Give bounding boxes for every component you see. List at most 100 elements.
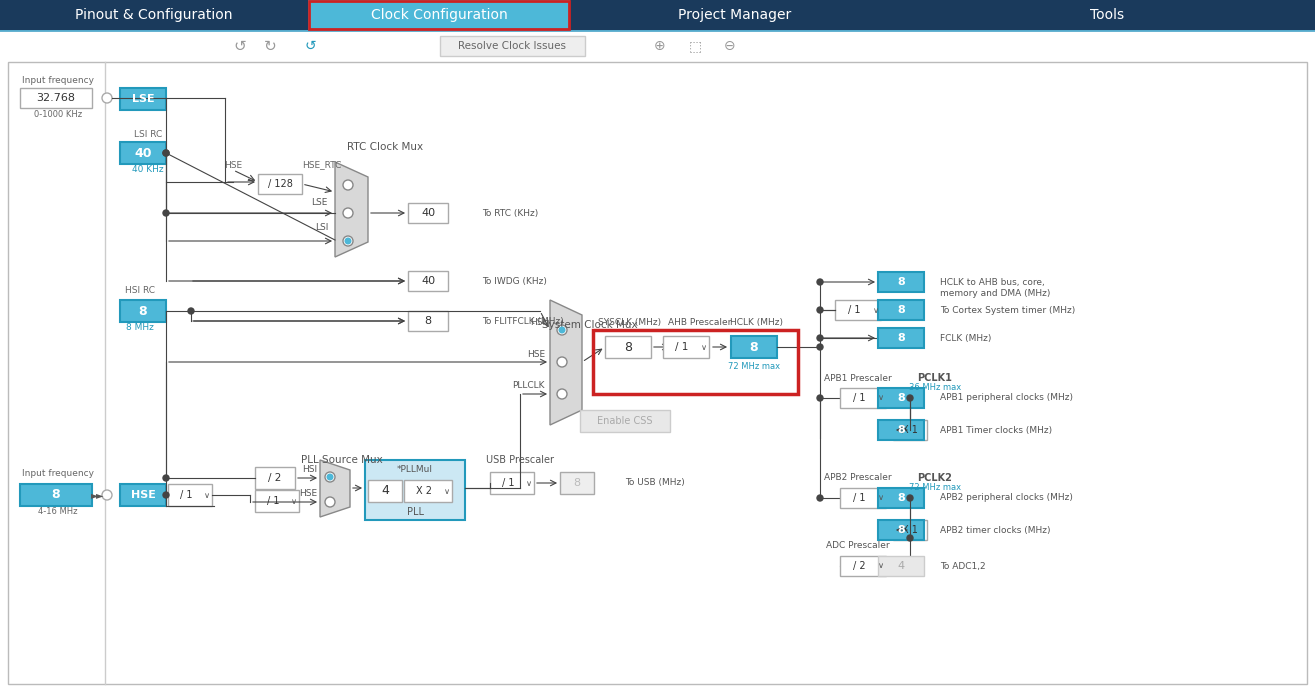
Text: Resolve Clock Issues: Resolve Clock Issues <box>458 41 565 51</box>
Text: Tools: Tools <box>1090 8 1124 22</box>
Bar <box>408 203 448 223</box>
Bar <box>490 472 534 494</box>
Bar <box>605 336 651 358</box>
Text: PLL Source Mux: PLL Source Mux <box>301 455 383 465</box>
Bar <box>878 420 924 440</box>
Text: Project Manager: Project Manager <box>679 8 792 22</box>
Text: / 1: / 1 <box>676 342 689 352</box>
Text: / 1: / 1 <box>180 490 192 500</box>
Text: 40: 40 <box>421 208 435 218</box>
Text: HSI: HSI <box>530 317 544 327</box>
Text: / 1: / 1 <box>852 493 865 503</box>
Circle shape <box>817 307 823 313</box>
Bar <box>168 484 212 506</box>
Bar <box>120 142 166 164</box>
Text: X 1: X 1 <box>902 425 918 435</box>
Bar <box>899 0 1315 30</box>
Bar <box>0 0 308 30</box>
Text: ∨: ∨ <box>878 493 884 502</box>
Text: To FLITFCLK (MHz): To FLITFCLK (MHz) <box>483 316 564 325</box>
Text: HSE: HSE <box>224 160 242 169</box>
Text: FCLK (MHz): FCLK (MHz) <box>940 334 992 343</box>
Text: 72 MHz max: 72 MHz max <box>909 484 961 493</box>
Text: LSI: LSI <box>314 222 327 231</box>
Text: / 1: / 1 <box>267 496 279 506</box>
Circle shape <box>343 208 352 218</box>
Bar <box>255 467 295 489</box>
Text: System Clock Mux: System Clock Mux <box>542 320 638 330</box>
Text: 8: 8 <box>573 478 580 488</box>
Bar <box>408 311 448 331</box>
Text: 72 MHz max: 72 MHz max <box>729 361 780 371</box>
Text: ADC Prescaler: ADC Prescaler <box>826 541 890 550</box>
Text: ∨: ∨ <box>204 491 210 499</box>
Text: APB1 Timer clocks (MHz): APB1 Timer clocks (MHz) <box>940 425 1052 435</box>
Text: X 1: X 1 <box>902 525 918 535</box>
Text: APB2 Prescaler: APB2 Prescaler <box>825 473 892 482</box>
Text: 40 KHz: 40 KHz <box>133 164 164 173</box>
Circle shape <box>343 180 352 190</box>
Text: Enable CSS: Enable CSS <box>597 416 652 426</box>
Text: 8: 8 <box>425 316 431 326</box>
Circle shape <box>907 535 913 541</box>
Text: ⬚: ⬚ <box>689 39 702 53</box>
Text: Input frequency: Input frequency <box>22 76 93 85</box>
Bar <box>840 388 886 408</box>
Bar <box>255 490 299 512</box>
Text: APB2 peripheral clocks (MHz): APB2 peripheral clocks (MHz) <box>940 493 1073 502</box>
Bar <box>893 520 927 540</box>
Text: 8: 8 <box>897 425 905 435</box>
Bar <box>120 300 166 322</box>
Text: To IWDG (KHz): To IWDG (KHz) <box>483 277 547 286</box>
Bar <box>731 336 777 358</box>
Text: ↺: ↺ <box>234 39 246 54</box>
Circle shape <box>817 395 823 401</box>
Circle shape <box>343 236 352 246</box>
Bar <box>0 30 1315 62</box>
Text: / 1: / 1 <box>502 478 514 488</box>
Circle shape <box>325 497 335 507</box>
Bar <box>569 0 899 30</box>
Text: HSI RC: HSI RC <box>125 286 155 294</box>
Text: / 2: / 2 <box>268 473 281 483</box>
Circle shape <box>817 335 823 341</box>
Text: 8: 8 <box>897 493 905 503</box>
Text: 4: 4 <box>897 561 905 571</box>
Polygon shape <box>320 460 350 517</box>
Bar <box>878 328 924 348</box>
Text: 40: 40 <box>134 147 151 160</box>
Circle shape <box>558 357 567 367</box>
Text: Pinout & Configuration: Pinout & Configuration <box>75 8 233 22</box>
Text: 8: 8 <box>897 525 905 535</box>
Text: / 1: / 1 <box>848 305 860 315</box>
Circle shape <box>558 389 567 399</box>
Text: ∨: ∨ <box>444 486 450 495</box>
Text: ⊖: ⊖ <box>725 39 736 53</box>
Text: 8: 8 <box>138 305 147 317</box>
Text: To USB (MHz): To USB (MHz) <box>625 478 685 488</box>
Text: To Cortex System timer (MHz): To Cortex System timer (MHz) <box>940 305 1076 314</box>
Circle shape <box>558 325 567 335</box>
Text: To RTC (KHz): To RTC (KHz) <box>483 208 538 217</box>
Bar <box>878 272 924 292</box>
Text: 8: 8 <box>897 305 905 315</box>
Circle shape <box>817 279 823 285</box>
Text: RTC Clock Mux: RTC Clock Mux <box>347 142 423 152</box>
Bar <box>663 336 709 358</box>
Text: LSE: LSE <box>312 197 327 206</box>
Bar <box>258 174 302 194</box>
Text: Clock Configuration: Clock Configuration <box>371 8 508 22</box>
Bar <box>878 388 924 408</box>
Circle shape <box>326 473 334 480</box>
Bar <box>309 1 569 29</box>
Circle shape <box>103 490 112 500</box>
Circle shape <box>188 308 195 314</box>
Bar <box>368 480 402 502</box>
Text: SYSCLK (MHz): SYSCLK (MHz) <box>598 317 661 327</box>
Circle shape <box>163 210 170 216</box>
Text: 8: 8 <box>897 333 905 343</box>
Bar <box>120 484 166 506</box>
Text: 40: 40 <box>421 276 435 286</box>
Bar <box>366 460 466 520</box>
Text: HCLK (MHz): HCLK (MHz) <box>731 317 784 327</box>
